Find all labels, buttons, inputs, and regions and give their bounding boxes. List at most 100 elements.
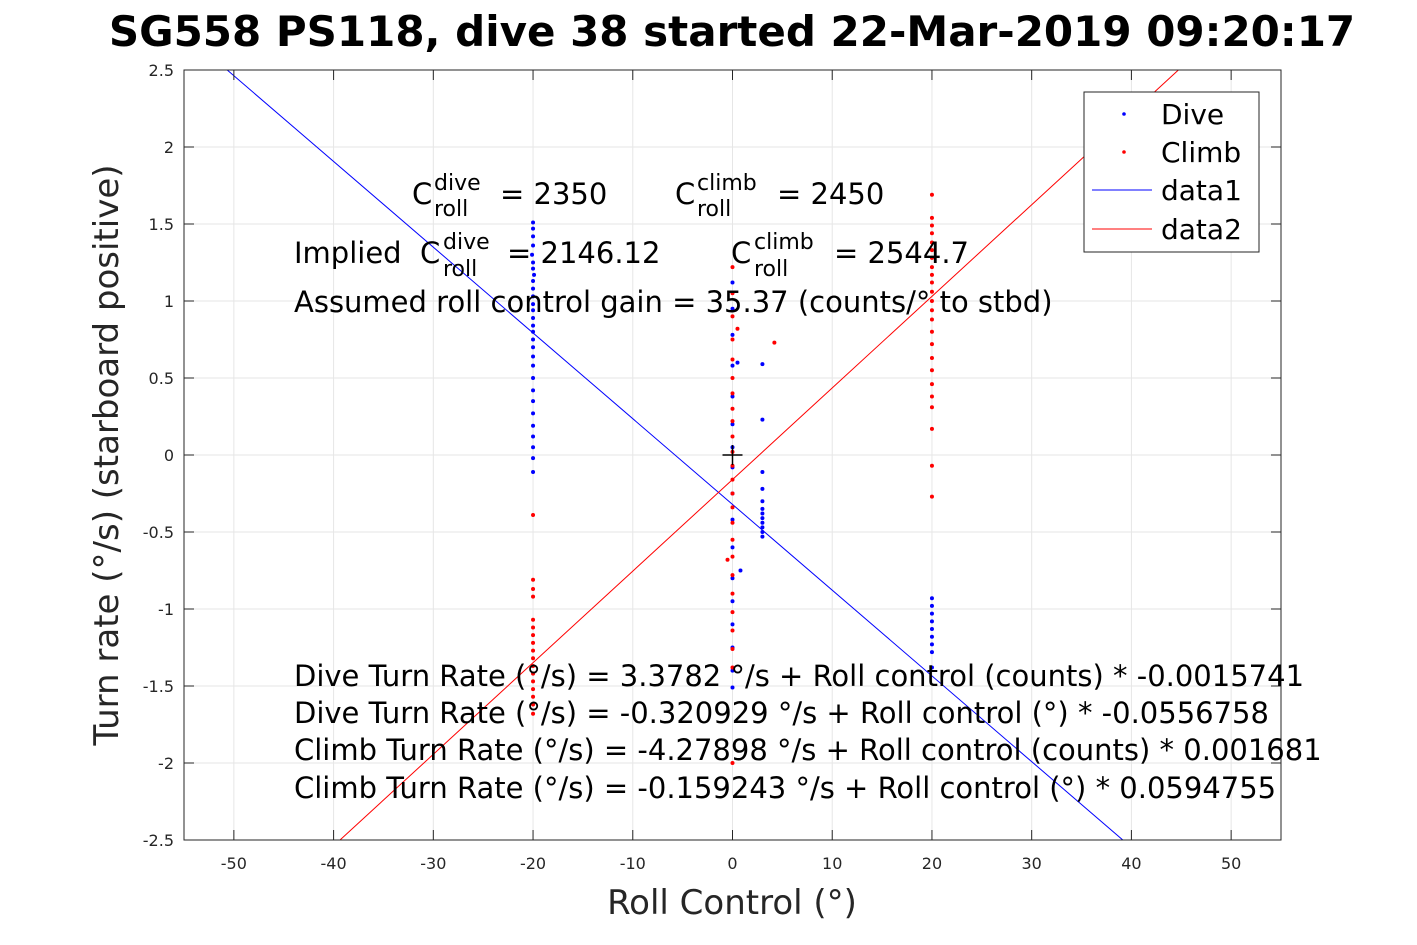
dive-point xyxy=(760,486,765,491)
climb-point xyxy=(531,648,536,653)
svg-text:roll: roll xyxy=(697,197,731,222)
svg-text:C: C xyxy=(420,236,440,270)
x-tick-label: -10 xyxy=(620,854,646,873)
svg-text:Implied: Implied xyxy=(294,236,411,270)
equation-dive-degrees: Dive Turn Rate (°/s) = -0.320929 °/s + R… xyxy=(294,696,1269,730)
dive-point xyxy=(531,329,536,334)
svg-text:C: C xyxy=(731,236,751,270)
svg-text:dive: dive xyxy=(434,171,481,196)
dive-point xyxy=(531,220,536,225)
dive-point xyxy=(531,260,536,265)
dive-point xyxy=(760,499,765,504)
dive-point xyxy=(929,627,934,632)
implied-annotation: Implied C dive roll = 2146.12 C climb ro… xyxy=(294,230,969,282)
climb-point xyxy=(730,628,735,633)
y-tick-label: -1.5 xyxy=(143,677,174,696)
dive-point xyxy=(929,650,934,655)
climb-point xyxy=(730,554,735,559)
climb-point xyxy=(929,394,934,399)
climb-point xyxy=(730,647,735,652)
svg-text:= 2350: = 2350 xyxy=(500,177,607,211)
climb-point xyxy=(730,265,735,270)
climb-point xyxy=(929,280,934,285)
y-tick-label: -2 xyxy=(158,754,174,773)
dive-point xyxy=(730,394,735,399)
dive-point xyxy=(531,315,536,320)
climb-point xyxy=(929,272,934,277)
dive-point xyxy=(531,226,536,231)
dive-point xyxy=(531,266,536,271)
climb-point xyxy=(929,308,934,313)
svg-text:= 2544.7: = 2544.7 xyxy=(834,236,969,270)
climb-point xyxy=(929,192,934,197)
equation-climb-counts: Climb Turn Rate (°/s) = -4.27898 °/s + R… xyxy=(294,733,1322,767)
dive-point xyxy=(760,469,765,474)
x-tick-label: 0 xyxy=(727,854,737,873)
x-tick-label: 40 xyxy=(1121,854,1141,873)
climb-point xyxy=(730,665,735,670)
legend-climb-label: Climb xyxy=(1161,136,1241,169)
x-axis-ticks: -50 -40 -30 -20 -10 0 10 20 30 40 50 xyxy=(221,70,1241,873)
climb-point xyxy=(531,633,536,638)
climb-point xyxy=(929,289,934,294)
dive-point xyxy=(760,530,765,534)
svg-text:C: C xyxy=(675,177,695,211)
dive-point xyxy=(760,506,765,511)
dive-point xyxy=(530,252,535,257)
legend-box xyxy=(1083,91,1260,253)
chart-title: SG558 PS118, dive 38 started 22-Mar-2019… xyxy=(109,7,1355,56)
c-dive-annotation: C dive roll = 2350 xyxy=(412,171,607,222)
legend: Dive Climb data1 data2 xyxy=(1083,91,1260,253)
climb-point xyxy=(730,434,735,439)
climb-point xyxy=(531,679,536,684)
dive-point xyxy=(531,445,536,450)
climb-point xyxy=(531,663,536,668)
dive-point xyxy=(760,362,765,367)
legend-dive-label: Dive xyxy=(1161,98,1224,131)
dive-point xyxy=(730,422,735,427)
x-tick-label: 20 xyxy=(922,854,942,873)
y-tick-label: 2 xyxy=(164,138,174,157)
dive-point xyxy=(730,599,735,604)
climb-point xyxy=(531,586,536,591)
climb-point xyxy=(730,291,735,296)
data1-fit-line xyxy=(226,70,1124,840)
climb-point xyxy=(531,640,536,645)
climb-point xyxy=(531,594,536,599)
climb-point xyxy=(730,314,735,319)
y-axis-ticks: 2.5 2 1.5 1 0.5 0 -0.5 -1 -1.5 -2 -2.5 xyxy=(143,61,1281,850)
climb-point xyxy=(730,537,735,542)
dive-point xyxy=(929,665,934,670)
y-tick-label: -0.5 xyxy=(143,523,174,542)
climb-point xyxy=(929,215,934,220)
dive-point xyxy=(760,534,765,539)
dive-point xyxy=(531,345,536,350)
climb-point xyxy=(730,573,735,578)
climb-point xyxy=(929,405,934,410)
svg-text:= 2450: = 2450 xyxy=(777,177,884,211)
legend-data2-label: data2 xyxy=(1161,213,1242,246)
legend-data1-label: data1 xyxy=(1161,174,1242,207)
x-tick-label: -50 xyxy=(221,854,247,873)
climb-point xyxy=(531,694,536,699)
dive-point xyxy=(531,388,536,393)
climb-point xyxy=(929,317,934,322)
climb-point xyxy=(929,231,934,236)
gain-annotation: Assumed roll control gain = 35.37 (count… xyxy=(294,285,1053,319)
dive-point xyxy=(730,576,735,581)
dive-point xyxy=(760,520,765,525)
svg-text:roll: roll xyxy=(434,197,468,222)
dive-point xyxy=(730,517,735,522)
climb-point xyxy=(929,265,934,270)
climb-point xyxy=(531,702,536,707)
climb-point xyxy=(929,382,934,387)
dive-point xyxy=(738,568,743,573)
dive-point xyxy=(760,511,765,516)
climb-point xyxy=(929,240,934,245)
x-tick-label: 10 xyxy=(822,854,842,873)
climb-point xyxy=(730,505,735,510)
dive-point xyxy=(929,596,934,601)
equation-dive-counts: Dive Turn Rate (°/s) = 3.3782 °/s + Roll… xyxy=(294,659,1304,693)
dive-point xyxy=(730,668,735,673)
dive-point xyxy=(730,306,735,311)
